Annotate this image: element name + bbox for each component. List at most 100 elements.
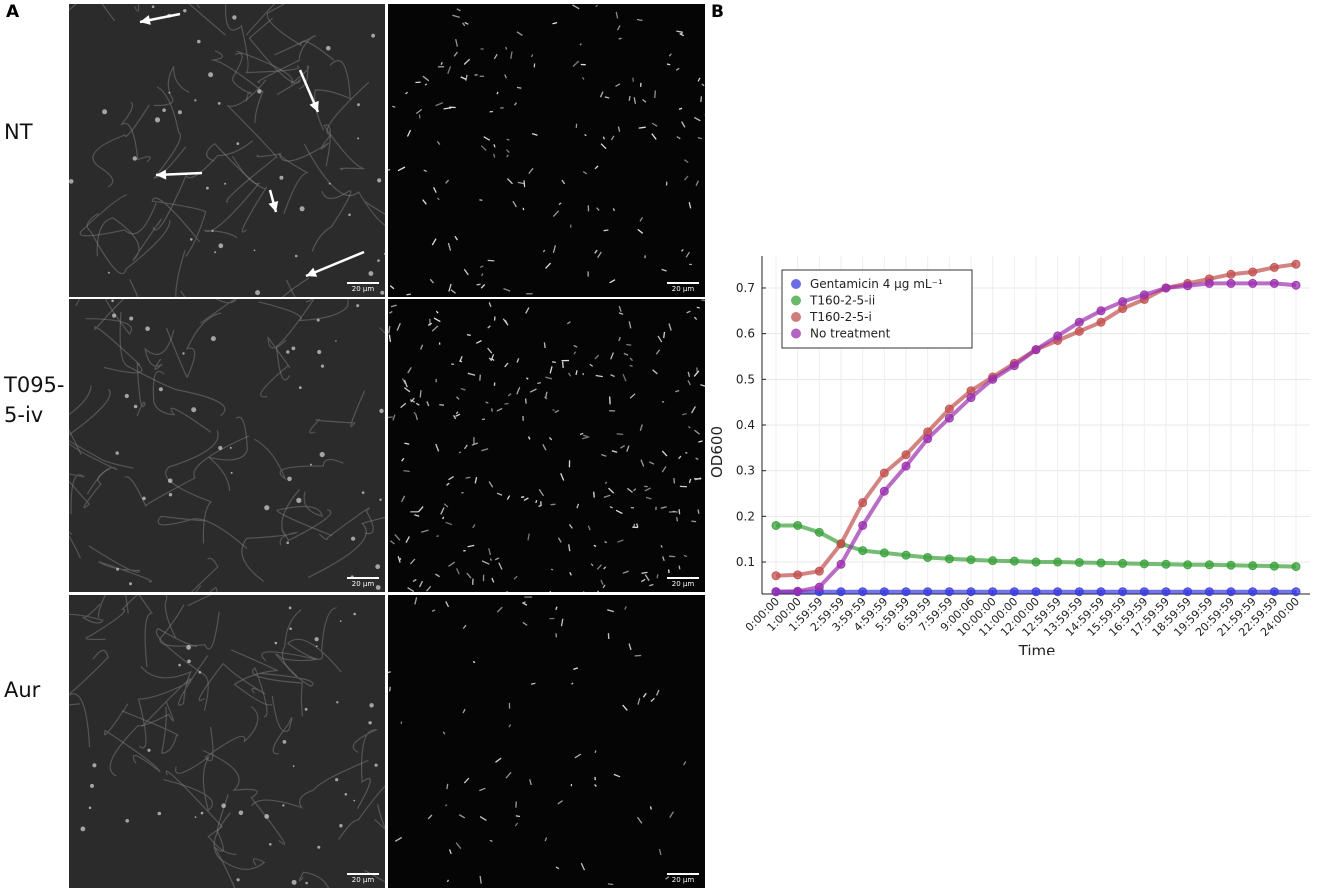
- legend-marker: [791, 279, 801, 289]
- data-point: [1096, 558, 1106, 568]
- scale-bar-label: 20 µm: [671, 580, 695, 588]
- data-point: [1226, 269, 1236, 279]
- data-point: [1009, 587, 1019, 597]
- annotation-arrow: [305, 250, 365, 278]
- scale-bar-label: 20 µm: [351, 876, 375, 884]
- data-point: [1269, 561, 1279, 571]
- micrograph-r2-c2: 20 µm: [388, 299, 705, 592]
- data-point: [1291, 259, 1301, 269]
- data-point: [923, 587, 933, 597]
- data-point: [1118, 558, 1128, 568]
- data-point: [1074, 326, 1084, 336]
- data-point: [1139, 559, 1149, 569]
- legend-label: T160-2-5-i: [809, 310, 872, 324]
- y-tick-label: 0.5: [736, 372, 755, 386]
- annotation-arrow: [268, 189, 279, 213]
- row-label-t095: T095- 5-iv: [4, 373, 65, 427]
- y-tick-label: 0.7: [736, 281, 755, 295]
- x-axis-label: Time: [1018, 642, 1056, 655]
- data-point: [858, 587, 868, 597]
- scale-bar: 20 µm: [347, 577, 379, 588]
- micrograph-r3-c2: 20 µm: [388, 595, 705, 888]
- scale-bar: 20 µm: [347, 873, 379, 884]
- data-point: [814, 566, 824, 576]
- data-point: [771, 587, 781, 597]
- data-point: [793, 570, 803, 580]
- data-point: [1183, 587, 1193, 597]
- y-tick-label: 0.3: [736, 464, 755, 478]
- data-point: [879, 486, 889, 496]
- legend-box: [781, 269, 973, 349]
- data-point: [1161, 587, 1171, 597]
- data-point: [1248, 561, 1258, 571]
- micrograph-r1-c2: 20 µm: [388, 4, 705, 297]
- data-point: [1053, 557, 1063, 567]
- data-point: [1248, 587, 1258, 597]
- data-point: [1204, 278, 1214, 288]
- data-point: [814, 527, 824, 537]
- panel-b-label: B: [711, 2, 724, 22]
- data-point: [1096, 587, 1106, 597]
- data-point: [836, 559, 846, 569]
- data-point: [771, 571, 781, 581]
- scale-bar-label: 20 µm: [671, 876, 695, 884]
- y-tick-label: 0.4: [736, 418, 755, 432]
- data-point: [966, 393, 976, 403]
- data-point: [771, 520, 781, 530]
- legend-marker: [791, 312, 801, 322]
- scale-bar-label: 20 µm: [351, 285, 375, 293]
- growth-chart: OD600 Time 0.10.20.30.40.50.60.70:00:001…: [708, 256, 1310, 655]
- y-axis-label: OD600: [708, 426, 726, 478]
- scale-bar: 20 µm: [667, 577, 699, 588]
- data-point: [1009, 556, 1019, 566]
- data-point: [1074, 317, 1084, 327]
- data-point: [923, 434, 933, 444]
- data-point: [1031, 557, 1041, 567]
- panel-a-label: A: [6, 2, 20, 22]
- data-point: [1204, 560, 1214, 570]
- data-point: [879, 548, 889, 558]
- data-point: [1226, 587, 1236, 597]
- scale-bar: 20 µm: [347, 282, 379, 293]
- data-point: [858, 546, 868, 556]
- data-point: [1053, 331, 1063, 341]
- data-point: [923, 552, 933, 562]
- micrograph-r1-c1: 20 µm: [69, 4, 385, 297]
- data-point: [1118, 297, 1128, 307]
- scale-bar: 20 µm: [667, 282, 699, 293]
- data-point: [1009, 361, 1019, 371]
- data-point: [1291, 280, 1301, 290]
- annotation-arrow: [139, 12, 181, 25]
- data-point: [1031, 345, 1041, 355]
- data-point: [1204, 587, 1214, 597]
- data-point: [1118, 587, 1128, 597]
- data-point: [944, 413, 954, 423]
- data-point: [1226, 278, 1236, 288]
- data-point: [858, 498, 868, 508]
- data-point: [1053, 587, 1063, 597]
- data-point: [1248, 267, 1258, 277]
- data-point: [966, 555, 976, 565]
- data-point: [944, 587, 954, 597]
- data-point: [1031, 587, 1041, 597]
- data-point: [836, 587, 846, 597]
- data-point: [1248, 278, 1258, 288]
- data-point: [1269, 278, 1279, 288]
- row-label-aur: Aur: [4, 678, 41, 702]
- micrograph-r2-c1: 20 µm: [69, 299, 385, 592]
- data-point: [879, 468, 889, 478]
- data-point: [793, 520, 803, 530]
- y-tick-label: 0.1: [736, 555, 755, 569]
- data-point: [814, 582, 824, 592]
- data-point: [901, 450, 911, 460]
- row-label-nt: NT: [4, 120, 33, 144]
- data-point: [1291, 587, 1301, 597]
- data-point: [901, 461, 911, 471]
- scale-bar-label: 20 µm: [351, 580, 375, 588]
- data-point: [1183, 281, 1193, 291]
- data-point: [988, 587, 998, 597]
- scale-bar-label: 20 µm: [671, 285, 695, 293]
- data-point: [1074, 557, 1084, 567]
- data-point: [1269, 262, 1279, 272]
- data-point: [944, 404, 954, 414]
